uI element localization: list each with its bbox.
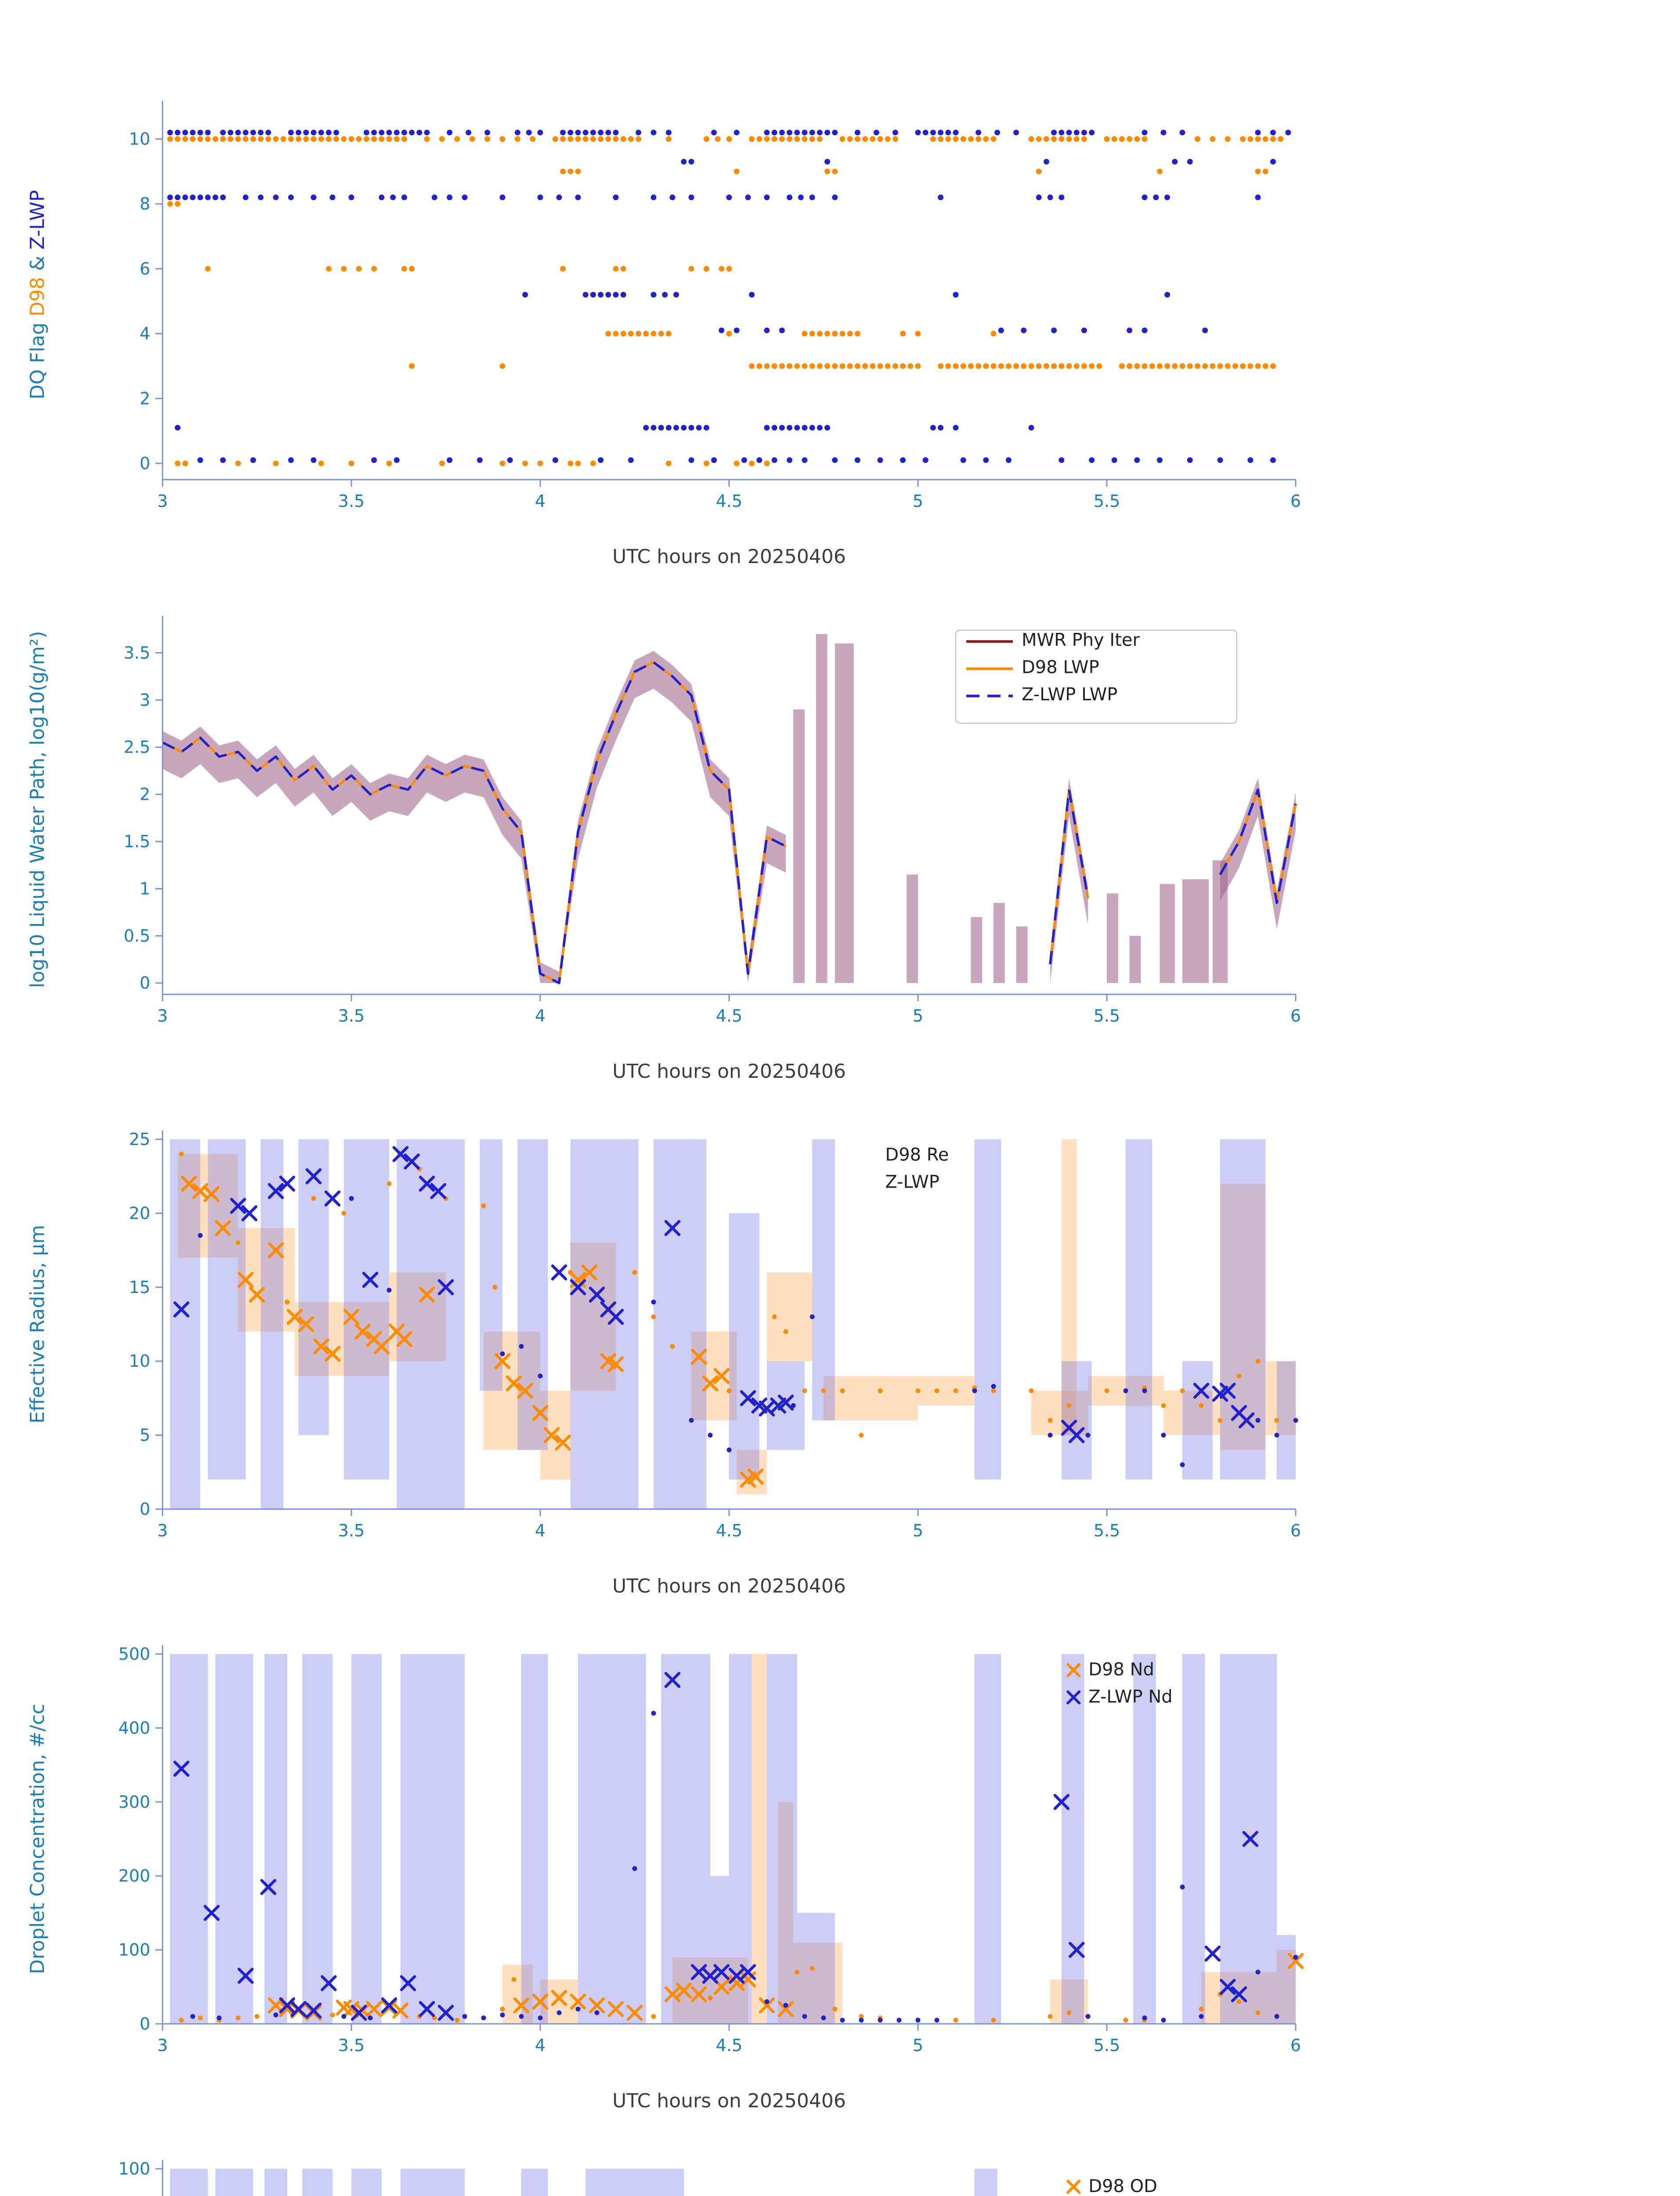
svg-text:3.5: 3.5: [338, 1006, 365, 1026]
svg-text:3.5: 3.5: [338, 491, 365, 511]
svg-text:6: 6: [1290, 1521, 1301, 1540]
svg-text:D98 Nd: D98 Nd: [1088, 1660, 1154, 1680]
svg-text:2.5: 2.5: [124, 737, 150, 757]
svg-text:5.5: 5.5: [1094, 1006, 1120, 1026]
svg-text:5: 5: [913, 1521, 923, 1540]
svg-text:3.5: 3.5: [338, 2036, 365, 2055]
svg-text:5.5: 5.5: [1094, 491, 1120, 511]
svg-text:4.5: 4.5: [716, 1006, 742, 1026]
svg-text:4: 4: [535, 1006, 546, 1026]
svg-text:5: 5: [140, 1426, 150, 1445]
panel-dq-flag: 3 3.5 4 4.5 5 5.5 6 0 2 4 6 8 10 DQ Flag D98 & Z-LWP U…: [0, 61, 1680, 576]
svg-text:200: 200: [118, 1866, 150, 1885]
svg-text:3.5: 3.5: [124, 643, 150, 662]
svg-text:500: 500: [118, 1644, 150, 1664]
svg-text:0.5: 0.5: [124, 926, 150, 946]
svg-text:3: 3: [157, 2036, 168, 2055]
svg-text:Effective Radius, μm: Effective Radius, μm: [26, 1225, 49, 1423]
svg-text:20: 20: [129, 1203, 150, 1223]
panel-effective-radius: 3 3.5 4 4.5 5 5.5 6 0 5 10 15 20 25 Effective Radius,…: [0, 1091, 1680, 1606]
svg-text:15: 15: [129, 1278, 150, 1297]
svg-text:1.5: 1.5: [124, 832, 150, 851]
svg-text:8: 8: [140, 194, 150, 213]
svg-text:5: 5: [913, 1006, 923, 1026]
svg-text:4: 4: [535, 1521, 546, 1540]
svg-text:2: 2: [140, 785, 150, 804]
svg-text:3: 3: [157, 1006, 168, 1026]
svg-text:log10 Liquid Water Path, log10: log10 Liquid Water Path, log10(g/m²): [26, 631, 49, 988]
svg-text:0: 0: [140, 973, 150, 993]
svg-text:5: 5: [913, 2036, 923, 2055]
svg-text:3: 3: [140, 690, 150, 710]
svg-text:UTC hours on 20250406: UTC hours on 20250406: [612, 1575, 846, 1597]
svg-text:Droplet Concentration, #/cc: Droplet Concentration, #/cc: [26, 1704, 49, 1974]
svg-text:D98 OD: D98 OD: [1088, 2176, 1157, 2196]
svg-text:6: 6: [140, 259, 150, 278]
lwp-chart: 3 3.5 4 4.5 5 5.5 6 0 0.5 1 1.5 2 2.5 3 3.5 log10 Liqui…: [26, 616, 1301, 1083]
svg-text:4: 4: [140, 324, 150, 343]
svg-text:4.5: 4.5: [716, 491, 742, 511]
svg-text:4: 4: [535, 491, 546, 511]
effective-radius-chart: 3 3.5 4 4.5 5 5.5 6 0 5 10 15 20 25 Effective Radius,…: [26, 1130, 1301, 1597]
panel-optical-depth: 33.544.555.56020406080100Optical DepthUT…: [0, 2120, 1680, 2196]
svg-text:4.5: 4.5: [716, 1521, 742, 1540]
svg-text:DQ Flag D98 & Z-LWP: DQ Flag D98 & Z-LWP: [26, 190, 49, 400]
svg-text:Z-LWP: Z-LWP: [885, 1172, 939, 1192]
svg-text:1: 1: [140, 879, 150, 898]
svg-text:3: 3: [157, 1521, 168, 1540]
optical-depth-chart: 33.544.555.56020406080100Optical DepthUT…: [118, 2159, 1157, 2196]
panel-lwp: 3 3.5 4 4.5 5 5.5 6 0 0.5 1 1.5 2 2.5 3 3.5 log10 Liqui…: [0, 576, 1680, 1091]
svg-text:3: 3: [157, 491, 168, 511]
svg-text:6: 6: [1290, 491, 1301, 511]
svg-text:400: 400: [118, 1718, 150, 1737]
droplet-concentration-chart: 3 3.5 4 4.5 5 5.5 6 0 100 200 300 400 500 Droplet Con…: [26, 1644, 1304, 2112]
svg-text:100: 100: [118, 2159, 150, 2178]
svg-text:100: 100: [118, 1940, 150, 1960]
svg-text:10: 10: [129, 1351, 150, 1371]
svg-text:3.5: 3.5: [338, 1521, 365, 1540]
svg-text:6: 6: [1290, 2036, 1301, 2055]
svg-text:300: 300: [118, 1792, 150, 1812]
svg-text:MWR Phy Iter: MWR Phy Iter: [1022, 630, 1140, 650]
svg-text:D98 LWP: D98 LWP: [1022, 657, 1099, 678]
svg-text:5.5: 5.5: [1094, 2036, 1120, 2055]
svg-text:D98 Re: D98 Re: [885, 1145, 949, 1165]
svg-text:10: 10: [129, 129, 150, 148]
svg-text:4: 4: [535, 2036, 546, 2055]
svg-text:UTC hours on 20250406: UTC hours on 20250406: [612, 2090, 846, 2112]
svg-text:0: 0: [140, 1499, 150, 1519]
svg-text:25: 25: [129, 1130, 150, 1149]
svg-text:6: 6: [1290, 1006, 1301, 1026]
dq-flag-chart: 3 3.5 4 4.5 5 5.5 6 0 2 4 6 8 10 DQ Flag D98 & Z-LWP U…: [26, 101, 1301, 568]
svg-text:0: 0: [140, 454, 150, 473]
svg-text:5.5: 5.5: [1094, 1521, 1120, 1540]
svg-text:0: 0: [140, 2014, 150, 2033]
svg-text:5: 5: [913, 491, 923, 511]
svg-text:Z-LWP Nd: Z-LWP Nd: [1088, 1687, 1172, 1707]
svg-text:UTC hours on 20250406: UTC hours on 20250406: [612, 1060, 846, 1083]
svg-text:2: 2: [140, 389, 150, 408]
svg-text:4.5: 4.5: [716, 2036, 742, 2055]
panel-droplet-concentration: 3 3.5 4 4.5 5 5.5 6 0 100 200 300 400 500 Droplet Con…: [0, 1606, 1680, 2120]
svg-text:UTC hours on 20250406: UTC hours on 20250406: [612, 545, 846, 568]
svg-text:Z-LWP LWP: Z-LWP LWP: [1022, 685, 1117, 705]
